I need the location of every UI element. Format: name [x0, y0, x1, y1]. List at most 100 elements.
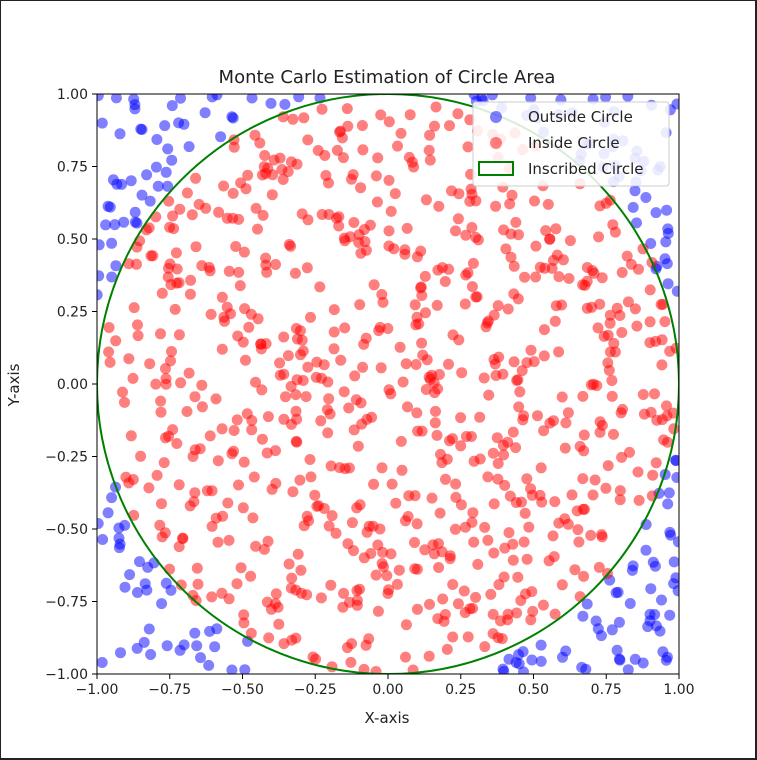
inside-point — [189, 487, 201, 499]
inside-point — [337, 152, 349, 164]
x-tick-label: 0.00 — [372, 682, 403, 698]
inside-point — [117, 386, 128, 398]
inside-point — [616, 327, 628, 338]
y-tick-label: −0.50 — [45, 522, 88, 538]
outside-point — [115, 647, 126, 659]
outside-point — [159, 120, 171, 132]
inside-point — [562, 518, 574, 530]
outside-point — [100, 219, 112, 231]
inside-point — [156, 531, 168, 543]
inside-point — [444, 553, 456, 565]
inside-point — [535, 462, 547, 474]
inside-point — [131, 241, 143, 253]
inside-point — [316, 209, 328, 220]
inside-point — [525, 614, 537, 626]
outside-point — [664, 526, 676, 538]
inside-point — [577, 473, 589, 485]
inside-point — [649, 388, 660, 400]
inside-point — [532, 410, 543, 422]
inside-point — [243, 321, 255, 333]
inside-point — [443, 358, 454, 370]
inside-point — [517, 414, 529, 426]
inside-point — [233, 479, 244, 491]
inside-point — [487, 447, 499, 459]
inside-point — [245, 627, 257, 639]
inside-point — [375, 109, 387, 121]
inside-point — [409, 563, 421, 575]
inside-point — [624, 446, 635, 458]
inside-point — [452, 598, 464, 610]
inside-point — [423, 650, 435, 662]
outside-point — [660, 654, 672, 666]
inside-point — [316, 103, 328, 115]
inside-point — [402, 401, 413, 413]
inside-point — [447, 631, 459, 643]
outside-point — [535, 639, 547, 651]
inside-point — [543, 555, 555, 567]
inside-point — [569, 564, 581, 576]
x-tick-label: 1.00 — [663, 682, 694, 698]
inside-point — [132, 330, 144, 342]
inside-point — [298, 112, 310, 124]
outside-point — [664, 609, 676, 621]
inside-point — [290, 435, 302, 447]
inside-point — [173, 329, 185, 341]
inside-point — [487, 628, 499, 640]
outside-point — [644, 615, 656, 627]
legend-marker-circle — [478, 161, 514, 176]
inside-point — [302, 361, 314, 373]
inside-point — [283, 558, 295, 570]
outside-point — [189, 627, 201, 639]
outside-point — [659, 253, 671, 265]
inside-point — [184, 288, 196, 300]
inside-point — [346, 173, 357, 185]
inside-point — [411, 407, 423, 419]
inside-point — [257, 209, 269, 221]
inside-point — [163, 195, 175, 207]
outside-point — [128, 94, 140, 105]
inside-point — [232, 330, 244, 342]
inside-point — [521, 473, 533, 485]
inside-point — [656, 359, 668, 371]
inside-point — [145, 250, 157, 262]
inside-point — [370, 569, 382, 581]
inside-point — [177, 532, 189, 544]
inside-point — [160, 378, 172, 390]
inside-point — [355, 397, 367, 409]
inside-point — [354, 299, 366, 311]
inside-point — [196, 379, 208, 391]
outside-point — [606, 624, 618, 636]
inside-point — [292, 548, 304, 560]
inside-point — [472, 558, 484, 570]
inside-point — [508, 260, 520, 272]
outside-point — [668, 556, 679, 568]
inside-point — [467, 507, 479, 519]
inside-point — [352, 440, 364, 452]
inside-point — [661, 400, 672, 412]
outside-point — [631, 217, 642, 229]
inside-point — [450, 225, 461, 237]
inside-point — [402, 511, 414, 522]
inside-point — [196, 260, 208, 272]
inside-point — [488, 309, 500, 321]
inside-point — [608, 337, 620, 349]
inside-point — [395, 435, 407, 447]
inside-point — [518, 536, 530, 548]
inside-point — [337, 601, 349, 613]
inside-point — [544, 417, 556, 429]
inside-point — [222, 497, 234, 509]
inside-point — [158, 457, 170, 469]
inside-point — [602, 329, 614, 341]
y-tick-label: 0.50 — [57, 232, 88, 248]
outside-point — [143, 623, 155, 635]
inside-point — [167, 210, 179, 222]
inside-point — [326, 661, 338, 673]
outside-point — [97, 289, 103, 301]
outside-point — [142, 561, 154, 573]
inside-point — [528, 356, 540, 368]
inside-point — [644, 284, 656, 296]
inside-point — [468, 536, 480, 548]
inside-point — [493, 579, 505, 591]
inside-point — [416, 290, 428, 301]
inside-point — [462, 631, 474, 643]
